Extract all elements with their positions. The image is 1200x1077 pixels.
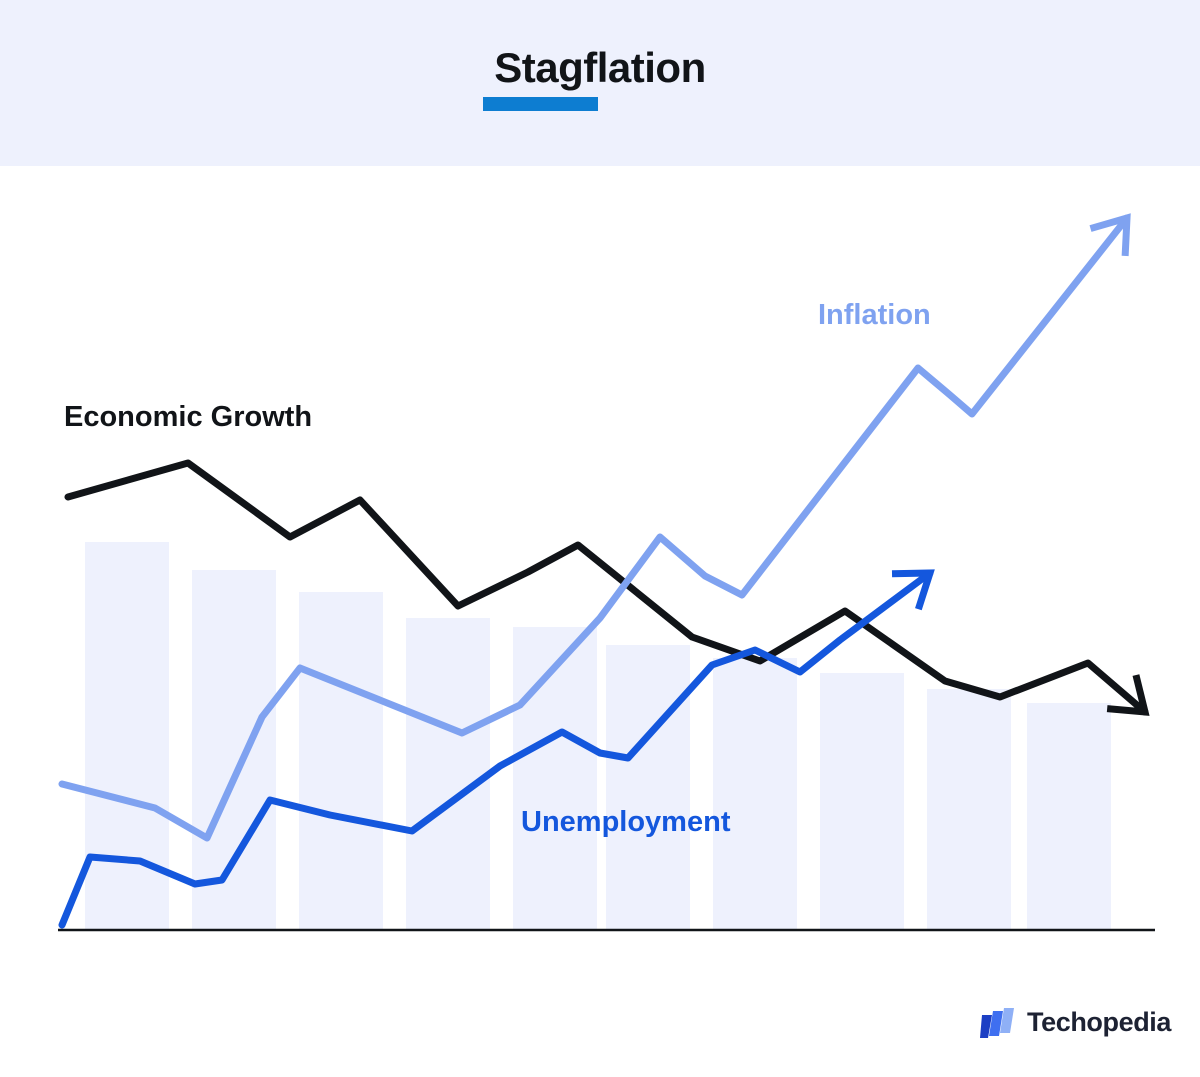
series-label-economic-growth: Economic Growth	[64, 401, 313, 433]
techopedia-logo-icon	[980, 1008, 1014, 1038]
series-line-unemployment	[58, 569, 934, 929]
background-bar	[299, 592, 383, 930]
arrowhead-inflation	[1089, 213, 1131, 257]
series-label-unemployment: Unemployment	[521, 806, 731, 838]
background-bar	[713, 658, 797, 930]
series-line-economic-growth	[64, 459, 1149, 716]
background-bar	[820, 673, 904, 930]
series-lines	[58, 214, 1149, 929]
background-bar	[85, 542, 169, 930]
stagflation-line-chart	[58, 213, 1155, 932]
series-label-inflation: Inflation	[818, 299, 931, 331]
background-bar	[927, 689, 1011, 930]
techopedia-wordmark: Techopedia	[1027, 1006, 1172, 1037]
background-bar	[406, 618, 490, 930]
series-arrowheads	[891, 213, 1150, 716]
arrowhead-unemployment	[891, 569, 935, 611]
techopedia-logo: Techopedia	[980, 1005, 1171, 1039]
background-bar	[192, 570, 276, 930]
arrowhead-economic-growth	[1106, 674, 1150, 716]
background-bar	[1027, 703, 1111, 930]
title-underline-accent	[483, 97, 598, 111]
page-title: Stagflation	[494, 44, 706, 91]
chart-plot-area	[0, 166, 1200, 966]
background-bar	[606, 645, 690, 930]
header-band	[0, 0, 1200, 166]
background-bar	[513, 627, 597, 930]
background-bars	[85, 542, 1111, 930]
series-line-inflation	[58, 214, 1131, 842]
